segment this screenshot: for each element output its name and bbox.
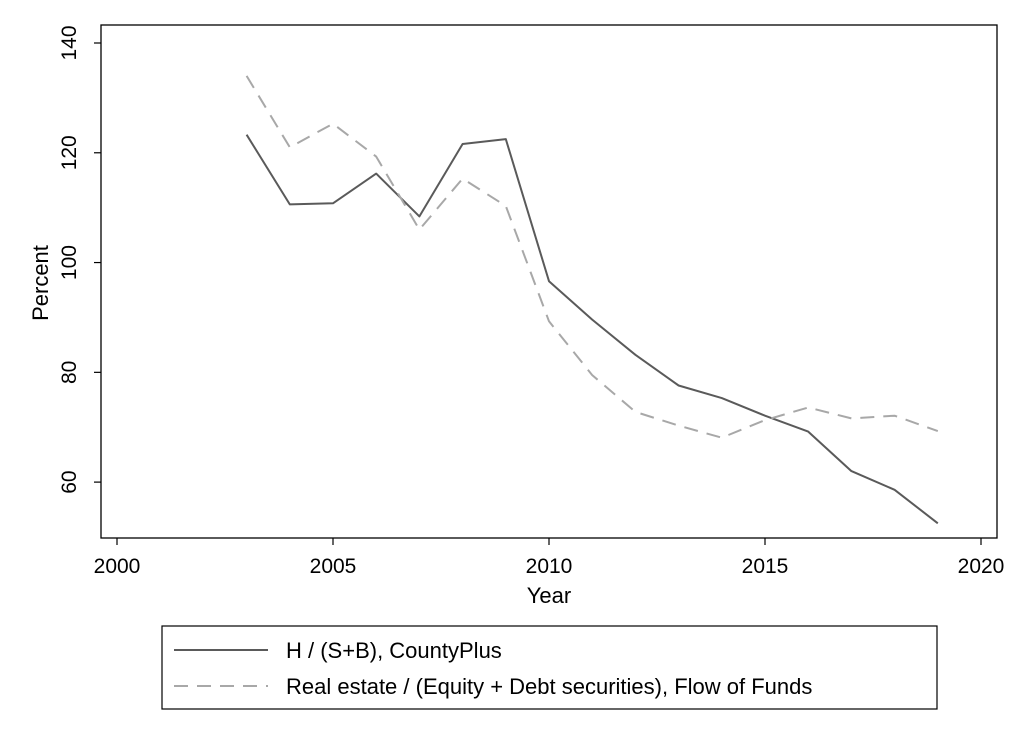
- x-tick-label: 2015: [742, 555, 789, 578]
- y-tick-label: 120: [58, 135, 81, 170]
- series-2-point: [245, 75, 247, 77]
- series-2-point: [548, 320, 550, 322]
- plot-area: [245, 75, 939, 525]
- y-tick-label: 100: [58, 245, 81, 280]
- series-2-point: [764, 419, 766, 421]
- series-2-point: [677, 424, 679, 426]
- series-line-2: [245, 75, 939, 439]
- legend-label-series-1: H / (S+B), CountyPlus: [286, 638, 502, 663]
- legend: H / (S+B), CountyPlus Real estate / (Equ…: [161, 625, 938, 710]
- series-line-1: [245, 134, 939, 525]
- series-1-point: [721, 397, 723, 399]
- series-1-point: [937, 522, 939, 524]
- legend-label-series-2: Real estate / (Equity + Debt securities)…: [286, 674, 812, 699]
- series-1-point: [764, 414, 766, 416]
- series-2-point: [418, 228, 420, 230]
- series-2-point: [937, 430, 939, 432]
- series-1-point: [548, 280, 550, 282]
- series-1-point: [677, 384, 679, 386]
- x-tick-label: 2005: [310, 555, 357, 578]
- series-2-point: [634, 411, 636, 413]
- series-2-point: [591, 374, 593, 376]
- series-2-point: [721, 436, 723, 438]
- y-axis-title: Percent: [28, 245, 53, 321]
- x-tick-label: 2020: [958, 555, 1005, 578]
- series-2-point: [807, 406, 809, 408]
- legend-box: [161, 625, 938, 710]
- series-1-point: [461, 143, 463, 145]
- series-2-point: [505, 205, 507, 207]
- series-2-point: [289, 146, 291, 148]
- series-1-point: [634, 354, 636, 356]
- y-tick-label: 60: [58, 470, 81, 493]
- series-2-point: [375, 155, 377, 157]
- x-tick-label: 2000: [94, 555, 141, 578]
- series-1-point: [289, 203, 291, 205]
- series-1-point: [807, 430, 809, 432]
- series-1-point: [591, 318, 593, 320]
- series-1-point: [245, 133, 247, 135]
- series-1-point: [418, 215, 420, 217]
- series-1-point: [375, 172, 377, 174]
- series-1-point: [893, 489, 895, 491]
- y-tick-label: 80: [58, 361, 81, 384]
- axes: 2000 2005 2010 2015 2020 60 80 100 120 140: [58, 25, 1004, 578]
- x-tick-label: 2010: [526, 555, 573, 578]
- series-2-point: [893, 414, 895, 416]
- series-2-point: [332, 122, 334, 124]
- series-2-point: [461, 177, 463, 179]
- series-1-point: [332, 202, 334, 204]
- x-axis-title: Year: [527, 583, 571, 608]
- series-1-point: [850, 470, 852, 472]
- series-1-point: [505, 138, 507, 140]
- series-2-point: [850, 417, 852, 419]
- y-tick-label: 140: [58, 25, 81, 60]
